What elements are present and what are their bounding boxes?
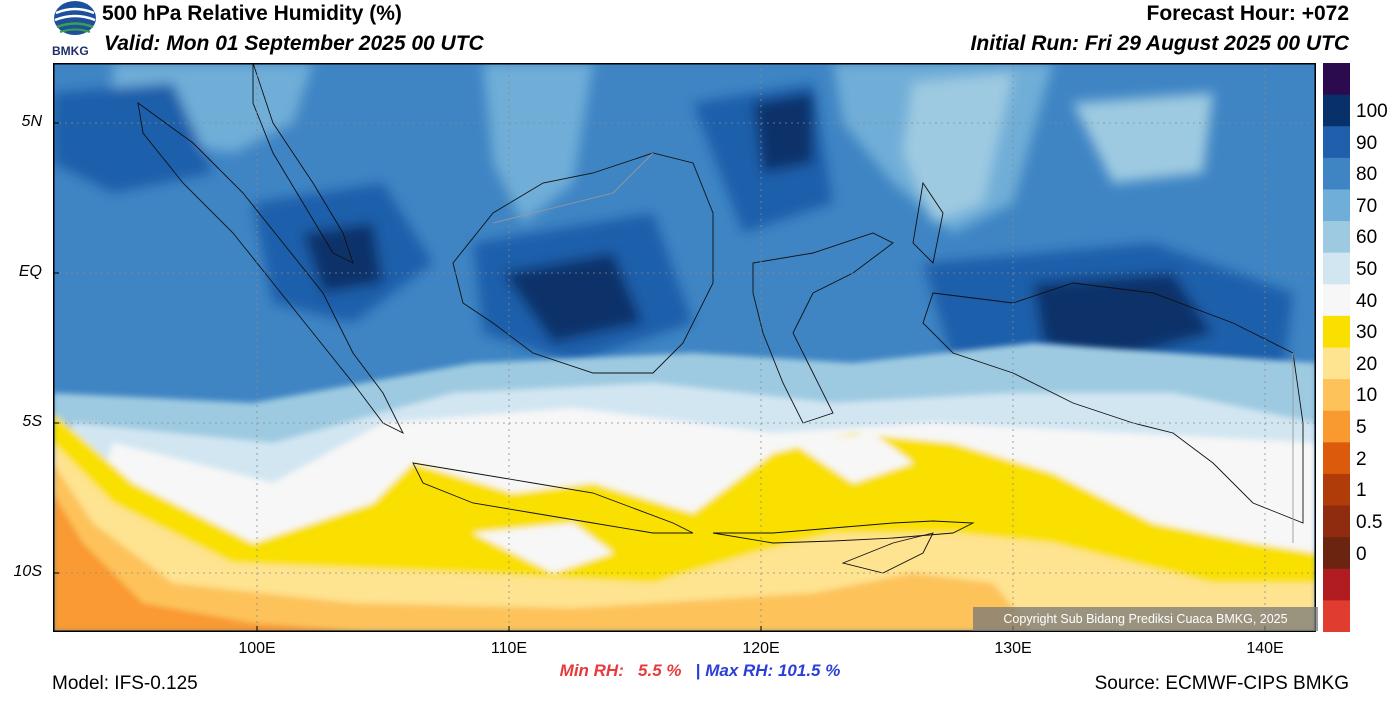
colorbar-label: 2 xyxy=(1356,448,1367,470)
coastline-new-guinea xyxy=(922,282,1304,524)
coastline-lesser-sunda xyxy=(712,520,975,544)
map-title: 500 hPa Relative Humidity (%) xyxy=(102,2,402,25)
lat-label-eq: EQ xyxy=(18,263,42,280)
rh-field-60-patch xyxy=(483,63,593,223)
colorbar-swatch xyxy=(1323,94,1350,127)
colorbar-label: 90 xyxy=(1356,132,1378,154)
max-rh-value: 101.5 % xyxy=(777,661,841,680)
colorbar-label: 0 xyxy=(1356,543,1367,565)
coastline-malaya xyxy=(252,63,354,264)
colorbar-swatch xyxy=(1323,221,1350,254)
coastline-sumatra xyxy=(137,101,405,435)
colorbar-swatch xyxy=(1323,63,1350,96)
lon-label-100e: 100E xyxy=(238,640,276,657)
rh-field-dark-orange xyxy=(53,493,373,632)
bmkg-logo: BMKG xyxy=(50,0,100,60)
colorbar-label: 0.5 xyxy=(1356,511,1383,533)
coastline-sulawesi xyxy=(752,232,894,424)
rh-field-white-patch xyxy=(473,523,613,573)
rh-field-90-patch xyxy=(53,83,213,193)
colorbar-label: 20 xyxy=(1356,353,1378,375)
rh-field-50-patch xyxy=(903,73,1013,223)
min-rh-label: Min RH: xyxy=(559,661,624,680)
colorbar-label: 30 xyxy=(1356,322,1378,344)
coastline-java xyxy=(412,462,694,534)
lat-label-5n: 5N xyxy=(21,113,42,130)
source-label: Source: ECMWF-CIPS BMKG xyxy=(1094,673,1349,694)
colorbar-swatch xyxy=(1323,410,1350,443)
coastline-halmahera xyxy=(912,181,944,264)
colorbar-label: 70 xyxy=(1356,195,1378,217)
rh-field-white-patch xyxy=(793,433,913,483)
valid-time: Valid: Mon 01 September 2025 00 UTC xyxy=(104,32,484,55)
colorbar-swatch xyxy=(1323,315,1350,348)
forecast-hour: Forecast Hour: +072 xyxy=(1146,2,1350,25)
humidity-map xyxy=(53,63,1316,632)
rh-field-light-orange xyxy=(53,443,1316,632)
colorbar-label: 60 xyxy=(1356,227,1378,249)
colorbar-label: 1 xyxy=(1356,480,1367,502)
rh-field-100-patch xyxy=(753,93,813,173)
initial-run: Initial Run: Fri 29 August 2025 00 UTC xyxy=(970,32,1349,55)
rh-field-100-patch xyxy=(503,253,643,343)
lon-label-110e: 110E xyxy=(490,640,528,657)
lat-label-10s: 10S xyxy=(13,563,42,580)
colorbar-swatch xyxy=(1323,126,1350,159)
colorbar-swatch xyxy=(1323,347,1350,380)
lat-label-5s: 5S xyxy=(22,413,42,430)
colorbar xyxy=(1323,63,1350,633)
logo-text: BMKG xyxy=(52,44,89,58)
colorbar-swatch xyxy=(1323,568,1350,601)
colorbar-swatch xyxy=(1323,379,1350,412)
colorbar-label: 40 xyxy=(1356,290,1378,312)
coastline-borneo xyxy=(452,152,714,374)
colorbar-swatch xyxy=(1323,284,1350,317)
max-rh-label: Max RH: xyxy=(705,661,774,680)
colorbar-swatch xyxy=(1323,157,1350,190)
copyright-notice: Copyright Sub Bidang Prediksi Cuaca BMKG… xyxy=(973,607,1318,631)
coastline-timor xyxy=(841,532,934,574)
map-frame xyxy=(53,63,1316,632)
lon-label-120e: 120E xyxy=(742,640,780,657)
rh-stats: Min RH: 5.5 % | Max RH: 101.5 % xyxy=(0,661,1400,681)
colorbar-label: 10 xyxy=(1356,385,1378,407)
rh-field-100-patch xyxy=(1033,273,1213,363)
colorbar-label: 80 xyxy=(1356,164,1378,186)
rh-field-50-patch xyxy=(1073,93,1213,183)
border-malaysia-indonesia xyxy=(492,152,654,224)
colorbar-swatch xyxy=(1323,189,1350,222)
colorbar-swatch xyxy=(1323,473,1350,507)
min-rh-value: 5.5 % xyxy=(638,661,682,680)
stats-separator: | xyxy=(695,661,701,680)
lon-label-140e: 140E xyxy=(1246,640,1284,657)
colorbar-swatch xyxy=(1323,505,1350,538)
colorbar-swatch xyxy=(1323,252,1350,285)
lon-label-130e: 130E xyxy=(994,640,1032,657)
colorbar-swatch xyxy=(1323,537,1350,570)
colorbar-swatch xyxy=(1323,442,1350,475)
model-label: Model: IFS-0.125 xyxy=(52,673,198,694)
colorbar-label: 5 xyxy=(1356,417,1367,439)
colorbar-swatch xyxy=(1323,600,1350,633)
colorbar-label: 50 xyxy=(1356,259,1378,281)
colorbar-label: 100 xyxy=(1356,100,1388,122)
